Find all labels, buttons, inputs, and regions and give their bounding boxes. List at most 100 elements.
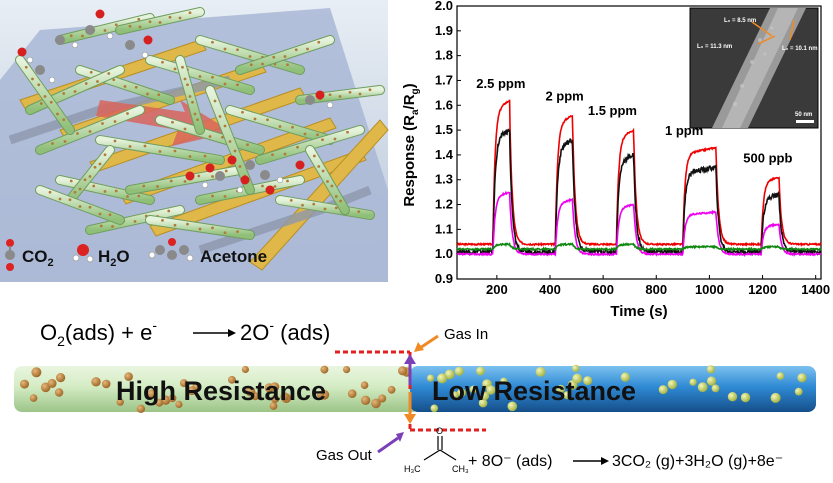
released-particle: [486, 385, 496, 395]
hydrogen-atom: [48, 76, 56, 84]
nanowire-particle: [321, 138, 324, 142]
nanowire-particle: [92, 184, 96, 188]
carbon-atom: [55, 35, 65, 45]
x-tick-label: 1200: [748, 282, 777, 297]
nanowire-particle: [83, 178, 87, 182]
adsorbed-particle: [280, 392, 289, 401]
nanowire-particle: [261, 184, 264, 188]
response-chart: 0.9 1.0 1.1 1.2 1.3 1.4 1.5 1.6 1.7 1.8 1.9 2.0 200…: [401, 0, 830, 320]
adsorbed-particle: [91, 377, 101, 387]
nanowire-particle: [69, 34, 73, 38]
nanowire-particle: [183, 180, 187, 183]
released-particle: [469, 385, 478, 394]
nanowire-particle: [188, 155, 192, 158]
y-axis-label: Response (Ra/Rg): [401, 83, 421, 206]
nanowire-particle: [203, 154, 207, 158]
adsorbed-particle: [147, 389, 157, 399]
nanowire-particle: [261, 62, 264, 66]
nanowire-particle: [211, 226, 214, 230]
y-tick-label: 1.0: [435, 246, 453, 261]
nanowire-particle: [330, 184, 334, 188]
nanowire-particle: [272, 55, 276, 59]
carbon-atom: [215, 171, 225, 181]
released-particle: [563, 391, 572, 400]
low-resistance-rod: [410, 366, 816, 412]
co2-legend-icon: [5, 239, 15, 271]
released-particle: [457, 388, 466, 397]
nanowire-particle: [249, 63, 253, 67]
nanowire-particle: [93, 165, 97, 169]
nanowire-particle: [334, 206, 338, 210]
nanowire-particle: [37, 83, 41, 87]
adsorbed-particle: [31, 367, 42, 378]
nanowire-body: [236, 36, 334, 74]
adsorbed-particle: [387, 385, 396, 394]
nanowire-particle: [289, 198, 293, 202]
nanowire-particle: [317, 165, 321, 168]
released-particle: [797, 373, 807, 383]
nanowire-particle: [156, 185, 159, 188]
nanowire-particle: [223, 195, 227, 198]
nanowire-particle: [113, 139, 117, 143]
concentration-label: 500 ppb: [743, 150, 792, 165]
nanowire-particle: [111, 225, 114, 228]
released-particle: [583, 376, 593, 386]
adsorbed-particle: [56, 373, 66, 383]
nanowire-particle: [339, 199, 343, 203]
nanowire-particle: [338, 95, 342, 98]
nanowire-particle: [246, 143, 249, 147]
nanowire-particle: [168, 15, 172, 19]
nanowire-particle: [196, 118, 199, 122]
nanowire-particle: [137, 17, 141, 21]
sem-texture: [733, 26, 774, 106]
hydrogen-atom: [71, 41, 79, 49]
nanowire-particle: [286, 63, 289, 67]
nanowire-particle: [186, 83, 189, 87]
sem-label-3: L₀ = 10.1 nm: [782, 46, 818, 52]
high-resistance-rod: [14, 366, 420, 412]
nanowire-particle: [84, 82, 88, 85]
nanowire-body: [156, 116, 264, 154]
oxygen-atom: [17, 47, 27, 57]
nanowire-particle: [51, 142, 54, 145]
adsorbed-particle: [136, 404, 146, 413]
nanowire-particle: [88, 205, 92, 209]
adsorbed-particle: [124, 372, 133, 381]
x-tick-label: 400: [539, 282, 561, 297]
adsorbed-particle: [271, 394, 280, 403]
nanowire-particle: [134, 85, 138, 89]
nanowire-particle: [183, 127, 187, 131]
oxygen-atom: [185, 171, 195, 181]
co2-legend-label: CO2: [22, 247, 54, 269]
gas-out-label: Gas Out: [316, 447, 373, 464]
released-particle: [706, 376, 717, 386]
adsorbed-particle: [378, 394, 387, 403]
released-particle: [740, 392, 751, 403]
released-particle: [444, 369, 455, 380]
nanowire-particle: [89, 70, 93, 74]
adsorbed-particle: [228, 375, 236, 384]
nanowire-particle: [108, 213, 112, 217]
nanowire-particle: [133, 220, 137, 223]
nanowire-particle: [58, 197, 62, 201]
nanowire-particle: [306, 47, 309, 51]
schematic-panel: CO2 H2O Acetone: [0, 0, 389, 282]
y-tick-label: 1.3: [435, 172, 453, 187]
adsorbed-particle: [241, 365, 249, 374]
nanowire-particle: [286, 179, 289, 183]
nanowire-particle: [188, 11, 192, 15]
y-tick-label: 1.6: [435, 97, 453, 112]
nanowire-particle: [96, 80, 99, 83]
nanowire-particle: [76, 132, 79, 135]
x-axis-label: Time (s): [610, 303, 667, 320]
nanowire-particle: [301, 203, 304, 207]
released-particle: [572, 373, 583, 384]
acetone-structure: [423, 436, 457, 461]
oxygen-atom: [227, 155, 237, 165]
nanowire-particle: [103, 29, 107, 32]
oxygen-atom: [265, 185, 275, 195]
concentration-label: 1.5 ppm: [588, 103, 637, 118]
nanowire-particle: [112, 78, 116, 82]
released-particle: [480, 391, 490, 401]
hydrogen-atom: [201, 181, 209, 189]
